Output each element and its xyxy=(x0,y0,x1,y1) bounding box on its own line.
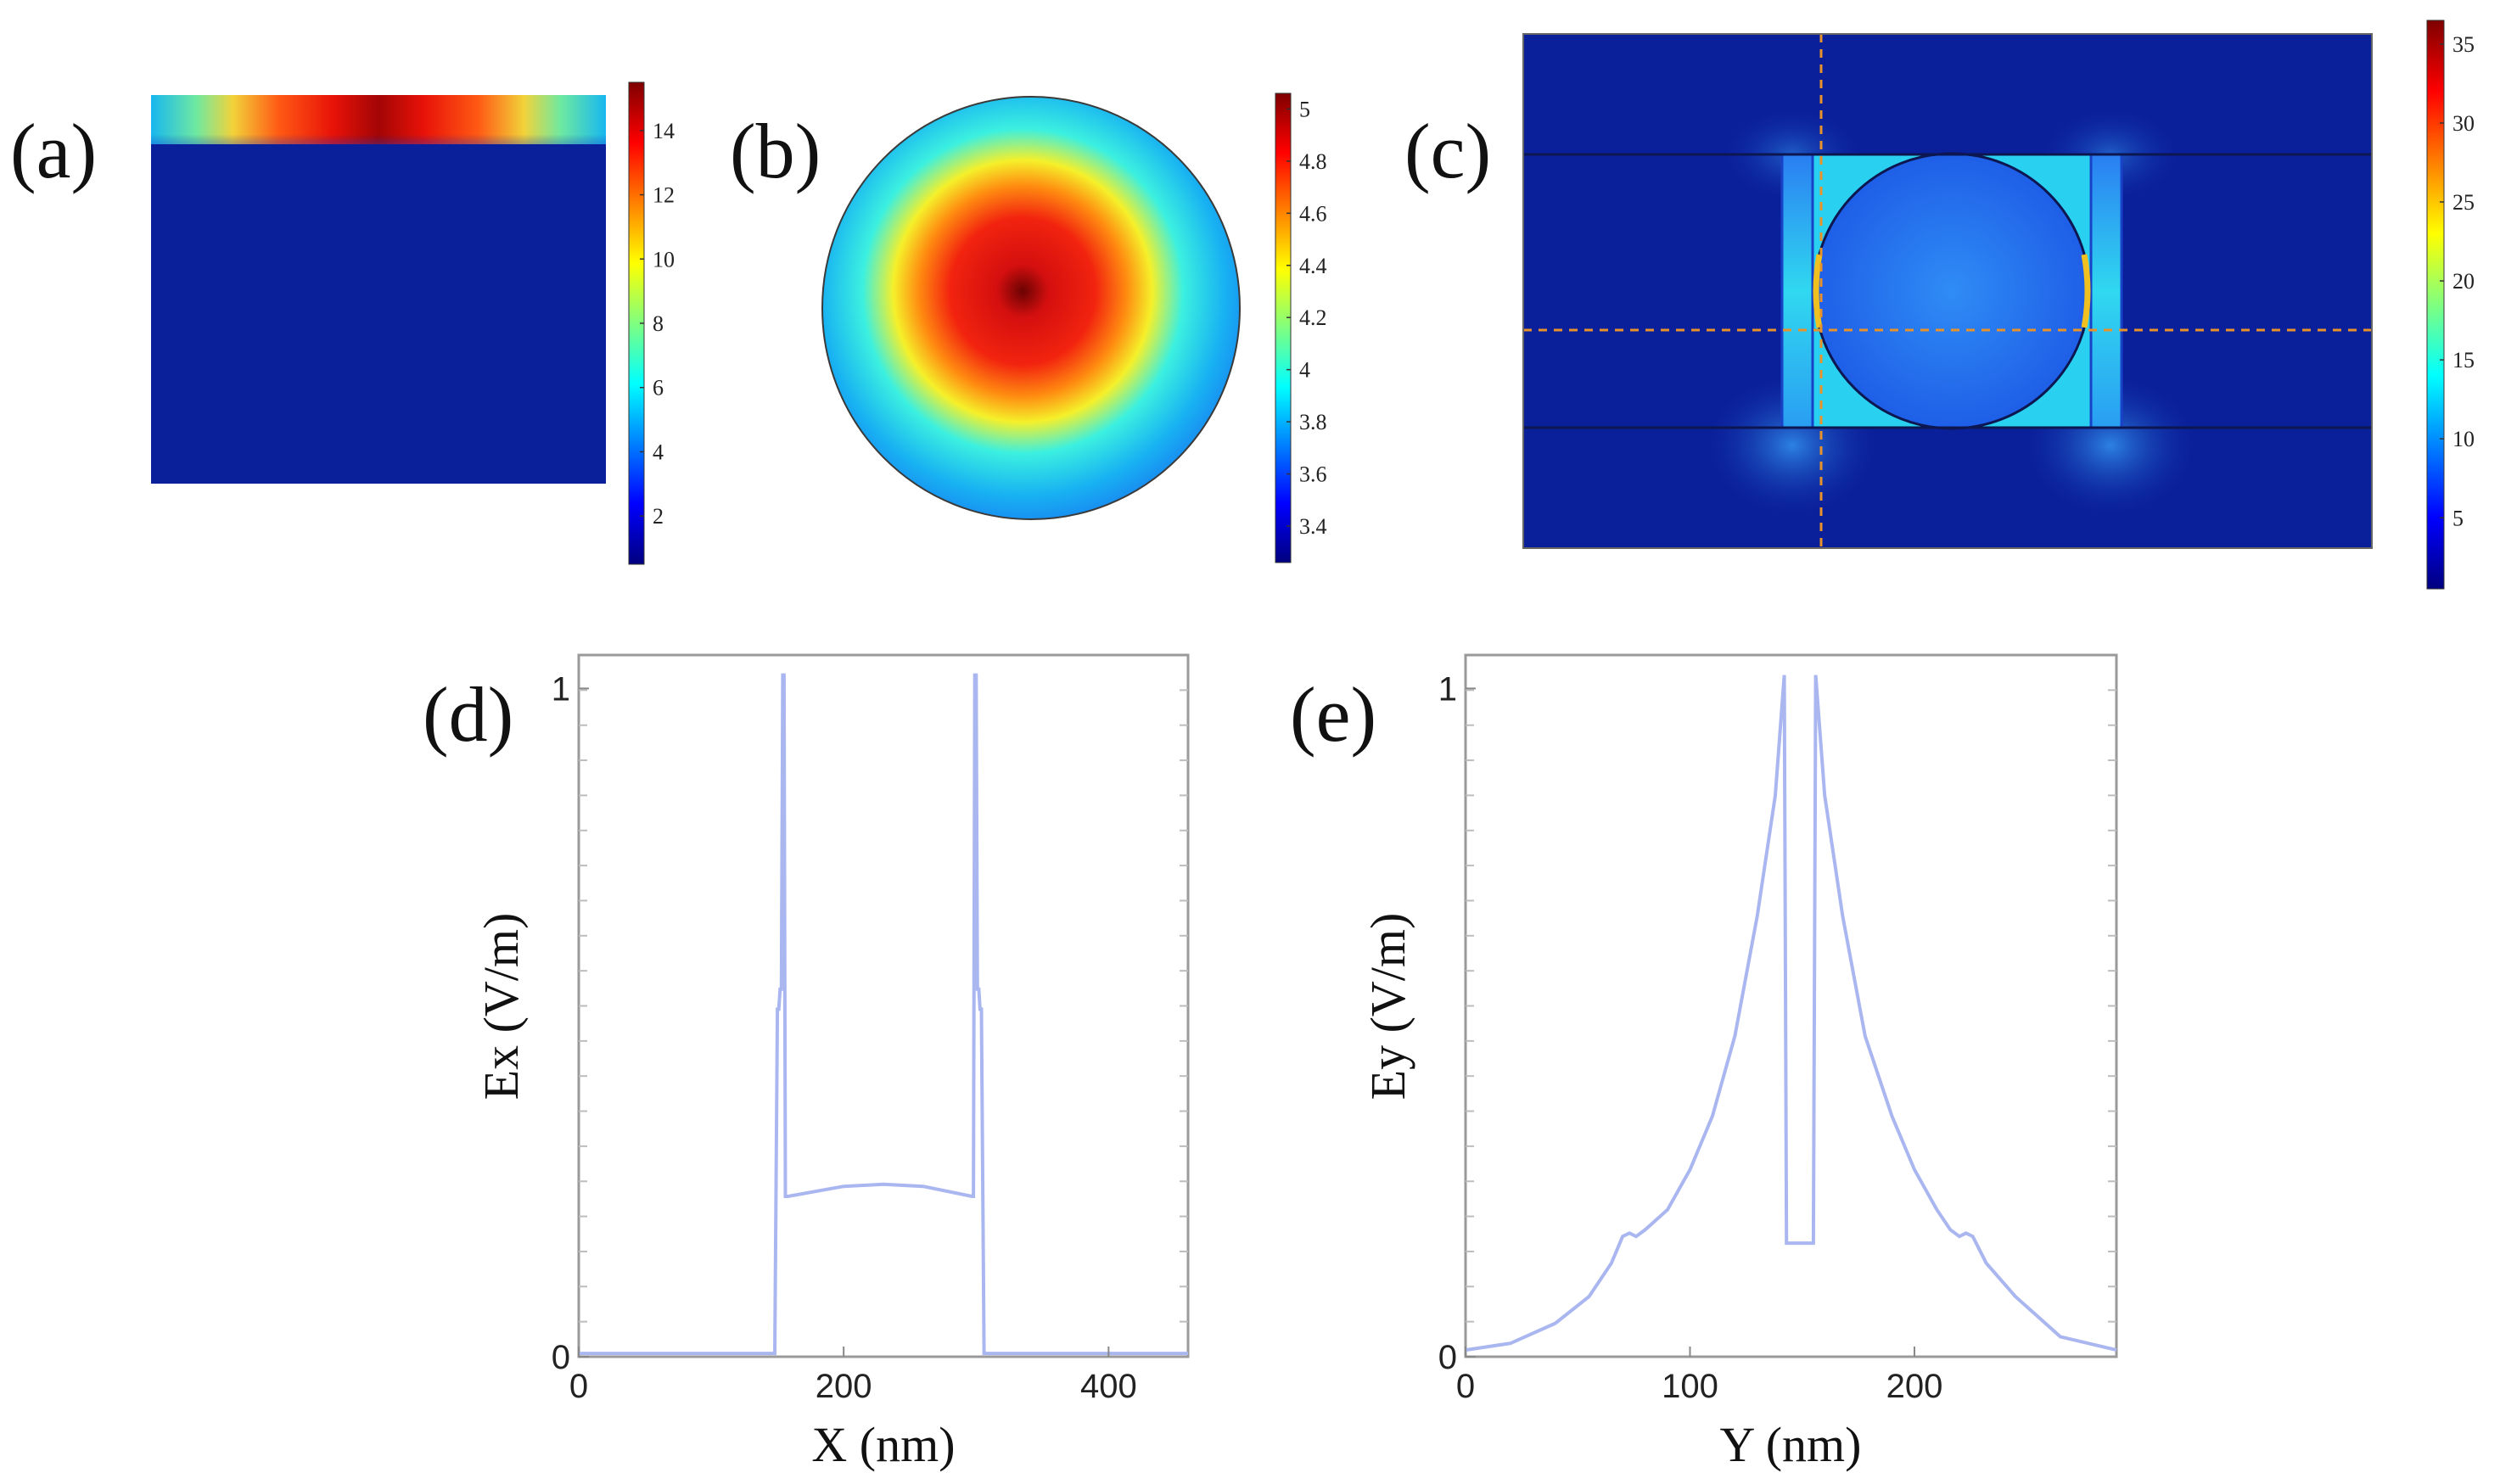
panel-d-xtick-label: 400 xyxy=(1080,1368,1137,1405)
panel-c-colorbar-tick-label: 35 xyxy=(2452,32,2475,57)
panel-e-plot: 0 100 200 0 1 Y (nm) Ey (V/m) xyxy=(1360,653,2118,1472)
panel-label-e: (e) xyxy=(1290,671,1377,758)
panel-label-b: (b) xyxy=(730,108,821,194)
panel-c-map xyxy=(1523,34,2372,548)
panel-b-colorbar-tick-label: 4.4 xyxy=(1299,254,1327,278)
panel-d-series-line xyxy=(579,673,1188,1356)
panel-b-disk xyxy=(821,96,1241,520)
panel-label-a: (a) xyxy=(10,108,98,194)
panel-e-axes-frame xyxy=(1464,653,2118,1358)
panel-e-ytick-label: 0 xyxy=(1438,1339,1457,1376)
panel-a-colorbar-tick-label: 6 xyxy=(653,376,664,400)
panel-a-colorbar-tick-label: 4 xyxy=(653,440,664,464)
panel-a-colorbar: 2 4 6 8 10 12 14 xyxy=(628,81,675,565)
panel-b-colorbar-tick-label: 4 xyxy=(1299,358,1310,383)
panel-b-colorbar-scale xyxy=(1275,92,1292,563)
panel-c-colorbar-scale xyxy=(2426,20,2445,590)
panel-c-colorbar-tick-label: 15 xyxy=(2452,348,2475,372)
panel-d-xlabel: X (nm) xyxy=(811,1417,955,1472)
panel-a-colorbar-tick-label: 2 xyxy=(653,504,664,529)
panel-c-colorbar-tick-label: 30 xyxy=(2452,111,2475,136)
panel-e-xtick-label: 0 xyxy=(1456,1368,1475,1405)
panel-e-series-line xyxy=(1465,675,2117,1352)
panel-a-colorbar-tick-label: 10 xyxy=(653,247,675,272)
panel-b-colorbar-tick-label: 4.2 xyxy=(1299,305,1327,330)
panel-b-colorbar-tick-label: 4.8 xyxy=(1299,149,1327,174)
panel-c-sphere xyxy=(1813,152,2091,430)
panel-label-c: (c) xyxy=(1404,108,1492,194)
panel-d-xtick-label: 0 xyxy=(569,1368,588,1405)
panel-b-colorbar: 3.4 3.6 3.8 4 4.2 4.4 4.6 4.8 5 xyxy=(1275,92,1327,563)
panel-a-colorbar-tick-label: 8 xyxy=(653,311,664,336)
panel-d-ytick-label: 1 xyxy=(552,670,570,708)
panel-b-map xyxy=(821,96,1241,520)
panel-b-colorbar-tick-label: 5 xyxy=(1299,97,1310,121)
panel-d-ytick-label: 0 xyxy=(552,1339,570,1376)
panel-e-xtick-label: 100 xyxy=(1662,1368,1718,1405)
panel-e-xlabel: Y (nm) xyxy=(1720,1417,1862,1472)
panel-b-colorbar-tick-label: 3.8 xyxy=(1299,410,1327,434)
panel-b-colorbar-tick-label: 3.6 xyxy=(1299,462,1327,487)
panel-c-colorbar: 5 10 15 20 25 30 35 xyxy=(2426,20,2475,590)
panel-d-axes-frame xyxy=(577,653,1190,1358)
panel-a-colorbar-tick-label: 14 xyxy=(653,119,675,143)
panel-label-d: (d) xyxy=(423,671,514,758)
panel-d-ylabel: Ex (V/m) xyxy=(474,913,529,1100)
panel-c-colorbar-tick-label: 10 xyxy=(2452,427,2475,451)
panel-c-colorbar-tick-label: 20 xyxy=(2452,269,2475,294)
panel-a-map xyxy=(151,95,606,484)
panel-c-colorbar-tick-label: 5 xyxy=(2452,506,2464,530)
panel-e-ytick-label: 1 xyxy=(1438,670,1457,708)
panel-b-colorbar-tick-label: 3.4 xyxy=(1299,514,1327,539)
panel-d-xtick-label: 200 xyxy=(816,1368,872,1405)
panel-e-xtick-label: 200 xyxy=(1886,1368,1943,1405)
panel-c-colorbar-tick-label: 25 xyxy=(2452,190,2475,215)
panel-a-colorbar-tick-label: 12 xyxy=(653,183,675,208)
panel-b-colorbar-tick-label: 4.6 xyxy=(1299,201,1327,226)
panel-d-plot: 0 200 400 0 1 X (nm) Ex (V/m) xyxy=(474,653,1190,1472)
panel-a-field xyxy=(151,95,606,484)
panel-e-ylabel: Ey (V/m) xyxy=(1360,913,1415,1100)
